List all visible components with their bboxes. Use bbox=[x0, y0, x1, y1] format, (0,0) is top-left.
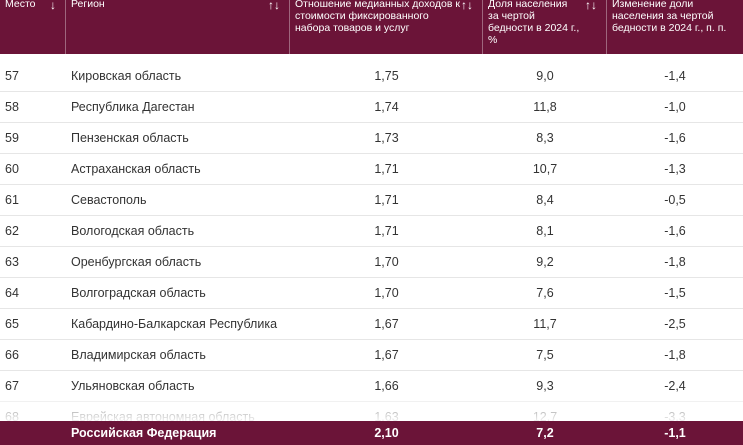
table-row: 66 Владимирская область 1,67 7,5 -1,8 bbox=[0, 340, 743, 371]
share-cell: 12,7 bbox=[532, 410, 558, 421]
rank-cell: 62 bbox=[5, 224, 19, 238]
rank-cell: 60 bbox=[5, 162, 19, 176]
share-cell: 8,3 bbox=[536, 131, 554, 145]
share-cell: 7,6 bbox=[536, 286, 554, 300]
table-row: 68 Еврейская автономная область 1,63 12,… bbox=[0, 402, 743, 421]
region-header-label: Регион bbox=[71, 0, 105, 10]
table-row: 67 Ульяновская область 1,66 9,3 -2,4 bbox=[0, 371, 743, 402]
change-header-label: Изменение доли населения за чертой бедно… bbox=[612, 0, 727, 34]
change-cell: -1,6 bbox=[664, 131, 686, 145]
region-cell: Кабардино-Балкарская Республика bbox=[71, 317, 278, 331]
rank-header-label: Место bbox=[5, 0, 36, 10]
ratio-header-label: Отношение медианных доходов к стоимости … bbox=[295, 0, 460, 34]
region-cell: Владимирская область bbox=[71, 348, 206, 362]
change-cell: -1,8 bbox=[664, 348, 686, 362]
ratio-cell: 1,67 bbox=[374, 317, 399, 331]
table-header: Место ↓ Регион ↑↓ Отношение медианных до… bbox=[0, 0, 743, 54]
ratio-cell: 1,71 bbox=[374, 193, 399, 207]
total-ratio-cell: 2,10 bbox=[374, 426, 399, 440]
table-row: 60 Астраханская область 1,71 10,7 -1,3 bbox=[0, 154, 743, 185]
change-cell: -1,8 bbox=[664, 255, 686, 269]
table-body: 57 Кировская область 1,75 9,0 -1,4 58 Ре… bbox=[0, 54, 743, 421]
column-header-region[interactable]: Регион ↑↓ bbox=[66, 0, 290, 54]
share-cell: 9,3 bbox=[536, 379, 554, 393]
ratio-cell: 1,71 bbox=[374, 162, 399, 176]
region-cell: Астраханская область bbox=[71, 162, 201, 176]
share-cell: 8,1 bbox=[536, 224, 554, 238]
rank-cell: 64 bbox=[5, 286, 19, 300]
region-cell: Ульяновская область bbox=[71, 379, 195, 393]
ratio-cell: 1,75 bbox=[374, 69, 399, 83]
region-cell: Севастополь bbox=[71, 193, 147, 207]
ratio-cell: 1,74 bbox=[374, 100, 399, 114]
ratio-cell: 1,66 bbox=[374, 379, 399, 393]
table-row: 59 Пензенская область 1,73 8,3 -1,6 bbox=[0, 123, 743, 154]
change-cell: -2,5 bbox=[664, 317, 686, 331]
region-cell: Пензенская область bbox=[71, 131, 189, 145]
rank-cell: 57 bbox=[5, 69, 19, 83]
change-cell: -1,3 bbox=[664, 162, 686, 176]
ratio-cell: 1,70 bbox=[374, 255, 399, 269]
change-cell: -1,0 bbox=[664, 100, 686, 114]
ratio-cell: 1,71 bbox=[374, 224, 399, 238]
sort-desc-icon[interactable]: ↓ bbox=[50, 0, 56, 12]
change-cell: -3,3 bbox=[664, 410, 686, 421]
share-header-label: Доля населения за чертой бедности в 2024… bbox=[488, 0, 580, 46]
ratio-cell: 1,73 bbox=[374, 131, 399, 145]
rank-cell: 65 bbox=[5, 317, 19, 331]
ratio-cell: 1,67 bbox=[374, 348, 399, 362]
table-row: 64 Волгоградская область 1,70 7,6 -1,5 bbox=[0, 278, 743, 309]
sort-icon[interactable]: ↑↓ bbox=[585, 0, 597, 12]
rank-cell: 59 bbox=[5, 131, 19, 145]
share-cell: 7,5 bbox=[536, 348, 554, 362]
column-header-change[interactable]: Изменение доли населения за чертой бедно… bbox=[607, 0, 743, 54]
ratio-cell: 1,70 bbox=[374, 286, 399, 300]
ratio-cell: 1,63 bbox=[374, 410, 399, 421]
share-cell: 8,4 bbox=[536, 193, 554, 207]
rank-cell: 68 bbox=[5, 410, 19, 421]
share-cell: 9,0 bbox=[536, 69, 554, 83]
table-row: 58 Республика Дагестан 1,74 11,8 -1,0 bbox=[0, 92, 743, 123]
table-row: 63 Оренбургская область 1,70 9,2 -1,8 bbox=[0, 247, 743, 278]
share-cell: 9,2 bbox=[536, 255, 554, 269]
total-change-cell: -1,1 bbox=[664, 426, 686, 440]
table-row: 61 Севастополь 1,71 8,4 -0,5 bbox=[0, 185, 743, 216]
region-cell: Вологодская область bbox=[71, 224, 195, 238]
share-cell: 11,8 bbox=[533, 100, 557, 114]
change-cell: -1,6 bbox=[664, 224, 686, 238]
share-cell: 10,7 bbox=[532, 162, 558, 176]
table-row: 65 Кабардино-Балкарская Республика 1,67 … bbox=[0, 309, 743, 340]
change-cell: -0,5 bbox=[664, 193, 686, 207]
total-share-cell: 7,2 bbox=[536, 426, 554, 440]
column-header-rank[interactable]: Место ↓ bbox=[0, 0, 66, 54]
total-region-cell: Российская Федерация bbox=[71, 426, 217, 440]
region-cell: Волгоградская область bbox=[71, 286, 206, 300]
column-header-ratio[interactable]: Отношение медианных доходов к стоимости … bbox=[290, 0, 483, 54]
table-row: 57 Кировская область 1,75 9,0 -1,4 bbox=[0, 61, 743, 92]
region-cell: Еврейская автономная область bbox=[71, 410, 255, 421]
rank-cell: 58 bbox=[5, 100, 19, 114]
change-cell: -2,4 bbox=[664, 379, 686, 393]
rank-cell: 67 bbox=[5, 379, 19, 393]
region-cell: Кировская область bbox=[71, 69, 182, 83]
rank-cell: 61 bbox=[5, 193, 19, 207]
region-cell: Республика Дагестан bbox=[71, 100, 195, 114]
change-cell: -1,5 bbox=[664, 286, 686, 300]
share-cell: 11,7 bbox=[533, 317, 557, 331]
total-row: Российская Федерация 2,10 7,2 -1,1 bbox=[0, 421, 743, 445]
rank-cell: 63 bbox=[5, 255, 19, 269]
region-cell: Оренбургская область bbox=[71, 255, 202, 269]
sort-icon[interactable]: ↑↓ bbox=[461, 0, 473, 12]
column-header-share[interactable]: Доля населения за чертой бедности в 2024… bbox=[483, 0, 607, 54]
rank-cell: 66 bbox=[5, 348, 19, 362]
change-cell: -1,4 bbox=[664, 69, 686, 83]
table-row: 62 Вологодская область 1,71 8,1 -1,6 bbox=[0, 216, 743, 247]
sort-icon[interactable]: ↑↓ bbox=[268, 0, 280, 12]
